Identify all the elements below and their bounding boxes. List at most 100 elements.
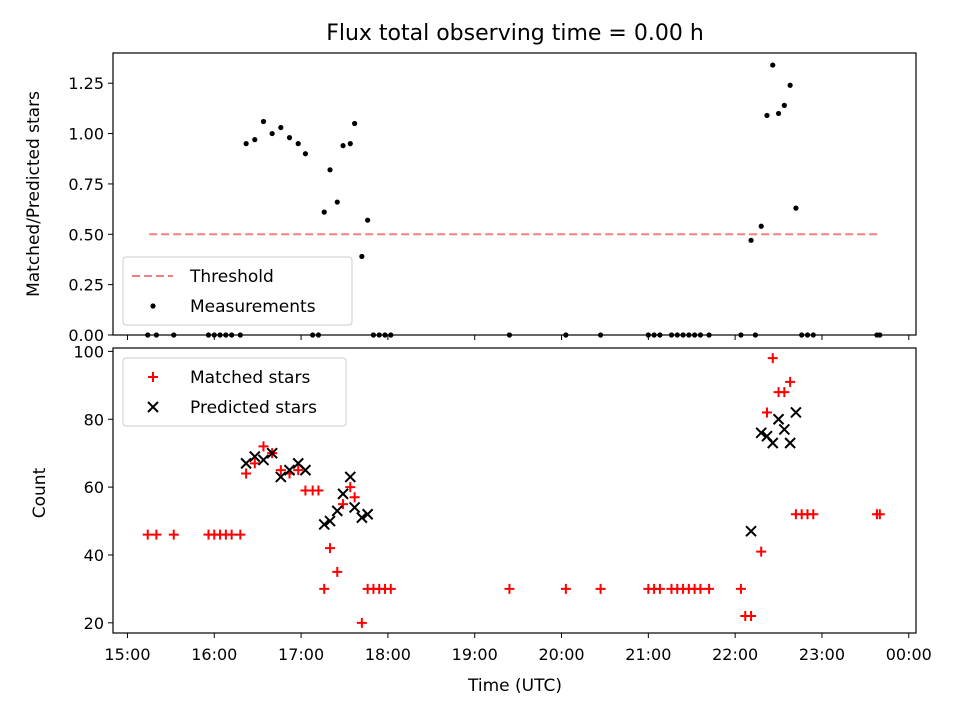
y-tick-label: 40 bbox=[84, 546, 104, 565]
data-point bbox=[787, 82, 793, 88]
data-point bbox=[365, 217, 371, 223]
data-point bbox=[293, 465, 304, 476]
data-point bbox=[772, 413, 785, 425]
data-point bbox=[560, 583, 571, 594]
data-point bbox=[344, 471, 356, 483]
data-point bbox=[324, 515, 336, 527]
x-tick-label: 17:00 bbox=[278, 645, 324, 664]
data-point bbox=[356, 511, 368, 524]
data-point bbox=[260, 118, 267, 125]
data-point bbox=[784, 437, 796, 449]
legend-label: Measurements bbox=[190, 297, 316, 317]
data-point bbox=[356, 617, 367, 628]
data-point bbox=[319, 583, 330, 594]
data-point bbox=[735, 583, 746, 594]
legend-marker bbox=[147, 401, 159, 413]
data-point bbox=[347, 141, 353, 147]
legend: Matched stars Predicted stars bbox=[122, 357, 347, 427]
axes-frame bbox=[112, 52, 917, 336]
data-point bbox=[327, 167, 333, 173]
x-tick-label: 15:00 bbox=[104, 645, 150, 664]
data-point bbox=[767, 353, 778, 364]
data-point bbox=[286, 135, 293, 141]
data-point bbox=[781, 102, 787, 108]
data-point bbox=[168, 529, 179, 540]
data-point bbox=[775, 110, 782, 117]
data-point bbox=[332, 566, 343, 577]
data-point bbox=[226, 529, 237, 540]
y-tick-label: 0.25 bbox=[68, 276, 104, 295]
data-point bbox=[793, 205, 799, 211]
legend-box bbox=[122, 357, 347, 427]
y-tick-label: 80 bbox=[84, 410, 104, 429]
data-point bbox=[745, 525, 757, 537]
legend-box bbox=[122, 256, 353, 326]
data-point bbox=[313, 485, 324, 496]
data-point bbox=[337, 488, 349, 500]
data-point bbox=[778, 423, 791, 436]
data-point bbox=[283, 464, 296, 476]
data-point bbox=[704, 583, 715, 594]
legend: Threshold Measurements bbox=[122, 256, 353, 326]
legend-marker bbox=[148, 372, 158, 382]
data-point bbox=[142, 529, 153, 540]
data-point bbox=[345, 482, 356, 493]
data-point bbox=[874, 509, 885, 520]
legend-label: Matched stars bbox=[190, 368, 310, 388]
x-tick-label: 22:00 bbox=[712, 645, 758, 664]
data-point bbox=[779, 387, 790, 398]
data-point bbox=[321, 209, 327, 215]
data-point bbox=[595, 583, 606, 594]
data-point bbox=[241, 468, 252, 479]
data-point bbox=[761, 407, 772, 418]
data-point bbox=[235, 529, 246, 540]
y-tick-label: 1.00 bbox=[68, 125, 104, 144]
data-point bbox=[258, 441, 269, 452]
y-tick-label: 20 bbox=[84, 614, 104, 633]
data-point bbox=[746, 611, 757, 622]
y-tick-label: 0.00 bbox=[68, 326, 104, 345]
data-point bbox=[240, 457, 252, 470]
data-point bbox=[361, 508, 374, 520]
data-point bbox=[318, 518, 330, 531]
data-point bbox=[257, 454, 270, 466]
data-point bbox=[249, 458, 260, 469]
x-tick-label: 21:00 bbox=[625, 645, 671, 664]
data-point bbox=[385, 583, 396, 594]
data-point bbox=[790, 406, 802, 419]
data-point bbox=[151, 529, 162, 540]
data-point bbox=[755, 427, 767, 439]
data-point bbox=[331, 505, 343, 517]
data-point bbox=[748, 237, 754, 243]
data-point bbox=[275, 465, 286, 476]
data-point bbox=[295, 141, 301, 147]
data-point bbox=[695, 583, 706, 594]
data-point bbox=[770, 62, 776, 68]
chart-title: Flux total observing time = 0.00 h bbox=[326, 21, 704, 46]
data-point bbox=[654, 583, 665, 594]
data-point bbox=[359, 253, 365, 260]
plot-areas: 0.00 0.25 0.50 0.75 1.00 1.25 Threshold Measure… bbox=[68, 52, 932, 664]
data-point bbox=[348, 501, 361, 514]
data-point bbox=[808, 509, 819, 520]
panel-0: 0.00 0.25 0.50 0.75 1.00 1.25 Threshold Measure… bbox=[68, 52, 917, 345]
data-point bbox=[758, 223, 764, 229]
panel-1: 20 40 60 80 100 15:00 16:00 17:00 18:00 19:00 20:0… bbox=[73, 342, 931, 664]
bottom-y-axis-label: Count bbox=[30, 467, 50, 518]
axes-frame bbox=[112, 347, 917, 634]
series-matched-stars bbox=[142, 353, 885, 628]
y-tick-label: 100 bbox=[73, 342, 104, 361]
data-point bbox=[340, 143, 346, 149]
data-point bbox=[756, 546, 767, 557]
legend-label: Threshold bbox=[189, 267, 274, 287]
x-tick-label: 19:00 bbox=[452, 645, 498, 664]
legend-marker bbox=[150, 303, 156, 309]
data-point bbox=[243, 141, 249, 147]
data-point bbox=[266, 447, 278, 459]
data-point bbox=[504, 583, 515, 594]
series-predicted-stars bbox=[240, 406, 802, 537]
data-point bbox=[338, 499, 349, 510]
y-tick-label: 0.50 bbox=[68, 225, 104, 244]
data-point bbox=[299, 464, 312, 476]
